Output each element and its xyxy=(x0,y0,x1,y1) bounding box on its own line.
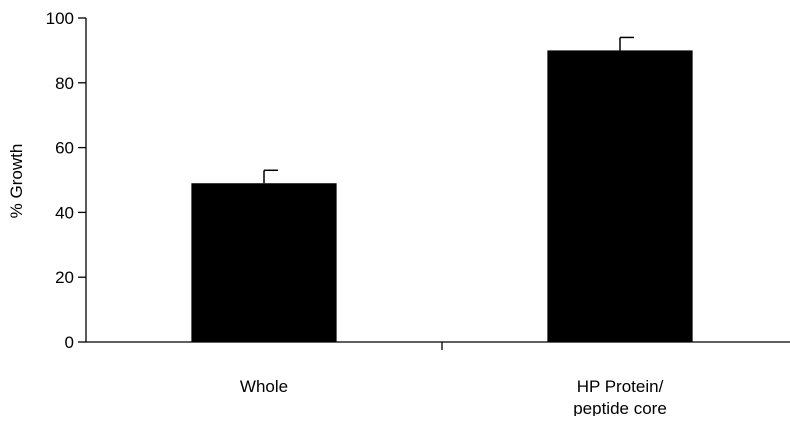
y-axis: 0 20 40 60 80 100 xyxy=(46,9,86,352)
y-tick-label: 0 xyxy=(65,333,74,352)
x-category-label: HP Protein/ xyxy=(577,377,664,396)
y-tick-label: 40 xyxy=(55,203,74,222)
y-tick-label: 100 xyxy=(46,9,74,28)
bar xyxy=(191,183,336,342)
y-tick-label: 80 xyxy=(55,74,74,93)
bars xyxy=(191,37,692,342)
x-category-label: peptide core xyxy=(573,399,667,416)
x-category-label: Whole xyxy=(240,377,288,396)
y-tick-label: 60 xyxy=(55,139,74,158)
x-axis: Whole HP Protein/peptide core xyxy=(86,342,790,416)
bar xyxy=(547,50,692,342)
y-axis-title: % Growth xyxy=(7,144,26,219)
y-tick-label: 20 xyxy=(55,268,74,287)
